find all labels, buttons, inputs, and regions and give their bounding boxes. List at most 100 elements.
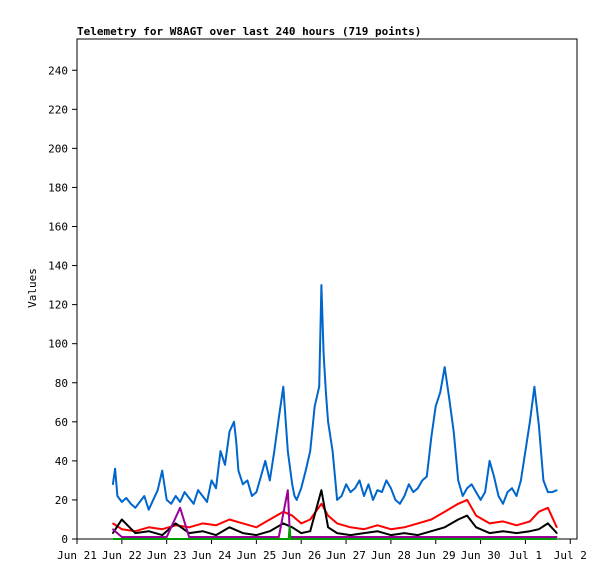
data-point [264,460,267,462]
data-point [183,491,186,493]
data-point [112,522,114,525]
data-point [376,530,379,532]
data-point [255,526,258,529]
data-point [287,538,290,540]
data-point [363,495,365,497]
data-point [197,489,199,491]
data-point [354,487,356,490]
data-point [112,532,114,534]
data-point [556,538,558,540]
data-point [551,491,554,493]
data-point [524,538,527,540]
x-tick-label: Jun 29 [416,549,456,562]
data-point [269,479,271,482]
x-axis: Jun 21 Jun 22 Jun 23 Jun 24 Jun 25 Jun 26 Jun … [57,539,587,562]
data-point [376,489,379,491]
data-point [309,450,311,452]
data-point [502,530,504,532]
data-point [327,526,329,529]
data-point [349,534,352,536]
data-point [210,536,213,538]
data-point [300,536,303,538]
data-point [242,522,244,525]
data-point [434,536,437,538]
data-point [466,514,468,517]
data-point [336,532,338,534]
data-point [282,522,285,525]
y-tick-label: 100 [48,338,68,351]
data-point [547,536,549,538]
data-point [475,514,477,517]
data-point [434,405,437,407]
y-tick-label: 160 [48,221,68,234]
y-axis-label: Values [26,268,39,308]
data-point [147,526,150,529]
data-point [327,514,329,517]
data-point [210,479,213,482]
series-line [112,489,558,537]
data-point [293,495,296,497]
y-tick-label: 80 [55,377,68,390]
data-point [403,532,406,534]
data-point [434,538,437,540]
data-point [520,479,522,482]
data-point [286,489,289,491]
data-point [538,510,540,513]
data-point [320,489,323,491]
data-point [421,479,424,482]
data-point [457,518,459,521]
y-tick-label: 0 [61,533,68,546]
y-tick-label: 220 [48,103,68,116]
data-point [488,522,491,525]
data-point [201,495,204,497]
data-point [282,385,285,388]
data-point [385,479,388,482]
data-point [336,499,338,501]
data-point [112,483,114,486]
data-point [367,536,370,538]
data-point [403,526,406,529]
x-tick-label: Jun 21 [57,549,97,562]
data-point [430,530,433,532]
data-point [269,518,271,521]
data-point [331,450,334,452]
data-point [372,499,374,501]
data-point [235,440,237,443]
data-point [309,530,311,532]
data-point [327,421,329,423]
data-point [515,495,518,497]
data-point [152,499,155,501]
data-point [112,528,114,531]
data-point [349,491,352,493]
data-point [529,421,531,423]
data-point [121,528,123,531]
data-point [497,495,500,497]
series-line [112,498,558,533]
data-point [161,534,164,536]
data-point [502,520,504,523]
y-tick-label: 200 [48,142,68,155]
data-point [251,495,253,497]
data-point [295,499,298,501]
data-point [529,530,531,532]
data-point [390,487,392,490]
data-point [443,526,446,529]
data-point [179,501,181,503]
x-tick-label: Jun 26 [281,549,321,562]
y-tick-label: 180 [48,181,68,194]
data-point [228,526,231,529]
data-point [345,483,347,486]
data-point [134,532,137,534]
data-point [506,491,509,493]
data-point [121,501,123,503]
data-point [273,450,276,452]
y-tick-label: 240 [48,64,68,77]
data-point [556,489,558,491]
data-point [556,532,558,534]
data-point [345,536,347,538]
data-point [320,503,323,505]
data-point [170,503,172,505]
data-point [367,483,370,486]
data-point [174,522,177,525]
data-point [156,489,159,491]
